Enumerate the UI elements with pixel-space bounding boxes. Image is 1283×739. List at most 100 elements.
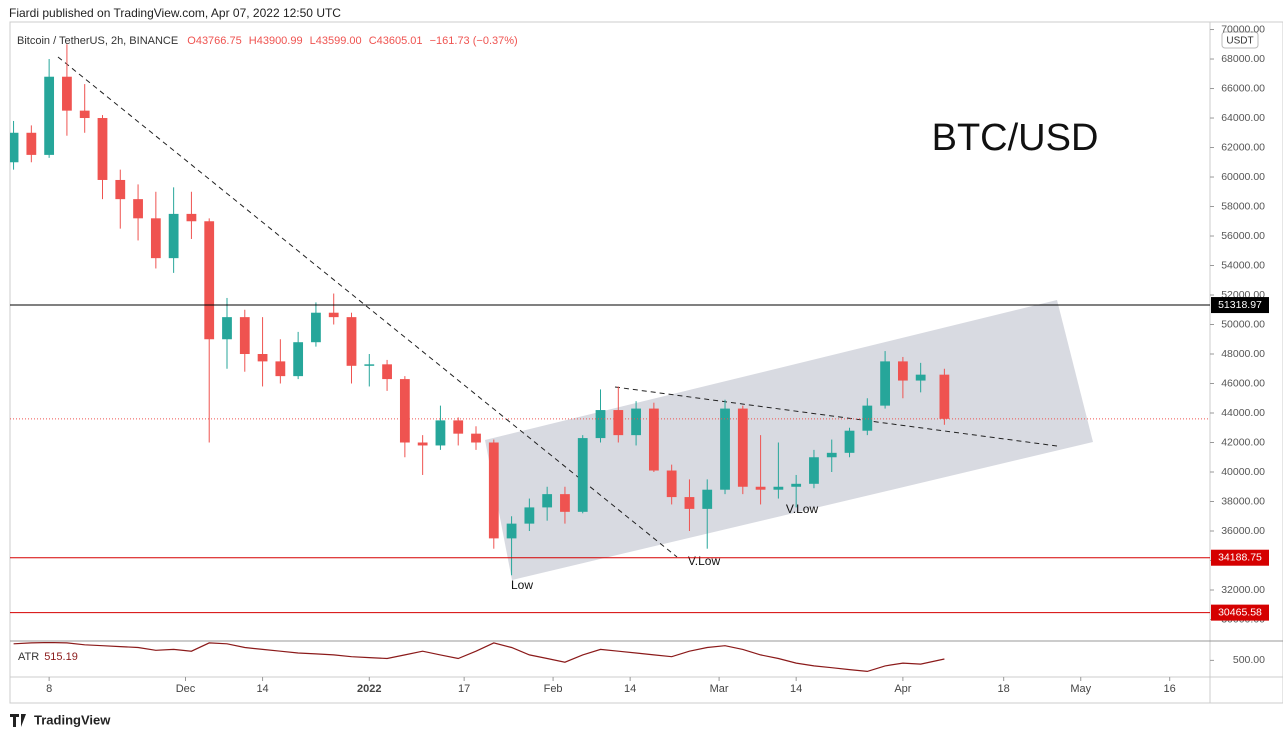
candle-body [311,312,321,343]
frame [9,21,1283,704]
candle-body [844,430,855,453]
candle-body [720,408,730,490]
x-tick-label: 17 [458,683,470,695]
candle-body [915,374,926,381]
candle-body [648,408,659,471]
x-tick-label: 14 [624,683,636,695]
x-tick-label: Feb [544,683,563,695]
y-tick-label: 44000.00 [1221,407,1265,419]
trendline [57,56,678,558]
candle-body [773,486,784,490]
atr-pane [13,642,945,673]
y-tick-label: 66000.00 [1221,82,1265,94]
candle-body [631,408,641,436]
candle-body [62,76,72,111]
candle-body [133,199,143,219]
y-tick-label: 36000.00 [1221,525,1265,537]
price-label-bg [1211,297,1269,314]
candle-body [168,213,179,259]
x-tick-label: May [1070,683,1091,695]
y-tick-label: 68000.00 [1221,53,1265,65]
candle-body [506,523,517,539]
candle-body [293,342,304,377]
candle-body [542,494,553,508]
y-tick-label: 38000.00 [1221,495,1265,507]
price-label-bg [1211,604,1269,621]
candle-body [862,405,873,431]
candle-body [115,179,126,200]
annotation: V.Low [786,502,819,516]
y-tick-label: 70000.00 [1221,23,1265,35]
candle-body [26,132,37,155]
price-label: 34188.75 [1218,551,1262,563]
x-tick-label: 14 [256,683,268,695]
x-tick-label: 8 [46,683,52,695]
legend: Bitcoin / TetherUS, 2h, BINANCE O43766.7… [17,35,518,47]
candle-body [666,470,677,498]
candle-body [560,494,570,512]
candle-body [150,218,161,259]
atr-label: ATR 515.19 [18,651,78,663]
atr-name: ATR [18,651,39,663]
symbol: Bitcoin / TetherUS, 2h, BINANCE [17,35,178,47]
currency-box [1221,31,1259,49]
ohlc: H43900.99 [249,35,303,47]
ohlc: C43605.01 [369,35,423,47]
footer: TradingView [34,712,111,727]
y-tick-label: 50000.00 [1221,318,1265,330]
logo [10,714,26,727]
candle-body [417,442,428,446]
ohlc: O43766.75 [187,35,241,47]
channel [485,300,1093,580]
ohlc: L43599.00 [310,35,362,47]
candle-body [755,486,766,490]
candle-body [204,221,215,340]
candle-body [897,361,908,381]
candle-body [222,317,232,340]
y-tick-label: 64000.00 [1221,112,1265,124]
y-tick-label: 42000.00 [1221,436,1265,448]
candle-body [257,354,268,362]
candle-body [79,110,90,119]
x-tick-label: 16 [1164,683,1176,695]
y-tick-label: 46000.00 [1221,377,1265,389]
candle-body [791,483,802,487]
annotation: V.Low [688,554,721,568]
candle-body [577,438,588,512]
candle-body [346,317,357,366]
candle-body [10,132,19,163]
price-label-bg [1211,549,1269,566]
y-tick-label: 32000.00 [1221,584,1265,596]
x-tick-label: 14 [790,683,802,695]
y-tick-label: 56000.00 [1221,230,1265,242]
candle-body [613,410,624,436]
y-tick-label: 54000.00 [1221,259,1265,271]
candle-body [239,317,250,355]
y-tick-label: 62000.00 [1221,141,1265,153]
candle-body [939,374,950,419]
y-tick-label: 60000.00 [1221,171,1265,183]
candle-body [453,420,464,434]
candle-body [471,433,481,443]
candle-body [737,408,748,487]
candle-body [44,76,55,155]
annotation: Low [511,578,533,592]
x-tick-label: Dec [176,683,196,695]
candle-body [826,452,837,458]
candle-body [364,364,375,366]
candle-body [595,410,606,439]
y-tick-label: 40000.00 [1221,466,1265,478]
atr-value: 515.19 [44,651,78,663]
currency: USDT [1226,36,1253,47]
candle-body [880,361,890,406]
candle-body [702,489,713,509]
x-tick-label: Mar [710,683,729,695]
candle-body [97,118,108,180]
chart-title: BTC/USD [932,117,1099,159]
candle-body [275,361,286,377]
candle-body [435,420,446,446]
trendline [614,386,1058,447]
header: Fiardi published on TradingView.com, Apr… [9,6,341,20]
